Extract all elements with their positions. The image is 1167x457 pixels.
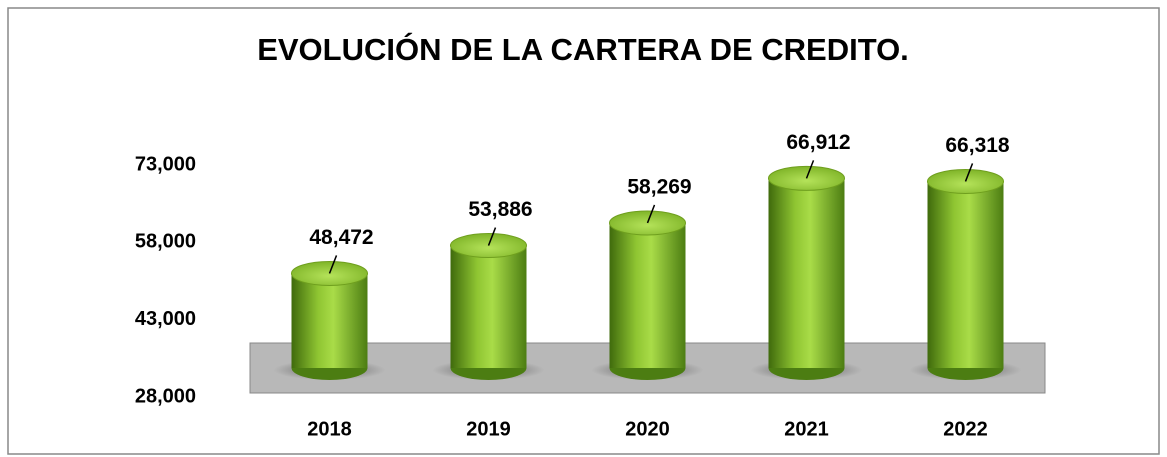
x-tick-label: 2018	[307, 418, 352, 440]
data-label: 53,886	[468, 198, 532, 221]
data-label: 58,269	[627, 175, 691, 198]
bar	[768, 178, 845, 368]
leader-line	[487, 227, 497, 246]
leader-line	[328, 255, 338, 274]
data-label: 66,318	[945, 134, 1010, 157]
x-tick-label: 2021	[784, 418, 829, 440]
y-tick-label: 73,000	[135, 153, 196, 175]
y-tick-label: 28,000	[135, 385, 196, 407]
bar	[609, 222, 686, 368]
x-tick-label: 2019	[466, 418, 511, 440]
leader-line	[805, 160, 815, 179]
bar	[291, 273, 368, 368]
bar	[450, 245, 527, 368]
x-tick-label: 2020	[625, 418, 670, 440]
y-tick-label: 43,000	[135, 308, 196, 330]
leader-line	[964, 163, 974, 182]
chart-title: EVOLUCIÓN DE LA CARTERA DE CREDITO.	[257, 31, 909, 67]
data-label: 48,472	[309, 226, 373, 249]
x-tick-label: 2022	[943, 418, 988, 440]
bar	[927, 181, 1004, 368]
data-label: 66,912	[786, 131, 850, 154]
y-tick-label: 58,000	[135, 231, 196, 253]
leader-line	[646, 204, 656, 224]
